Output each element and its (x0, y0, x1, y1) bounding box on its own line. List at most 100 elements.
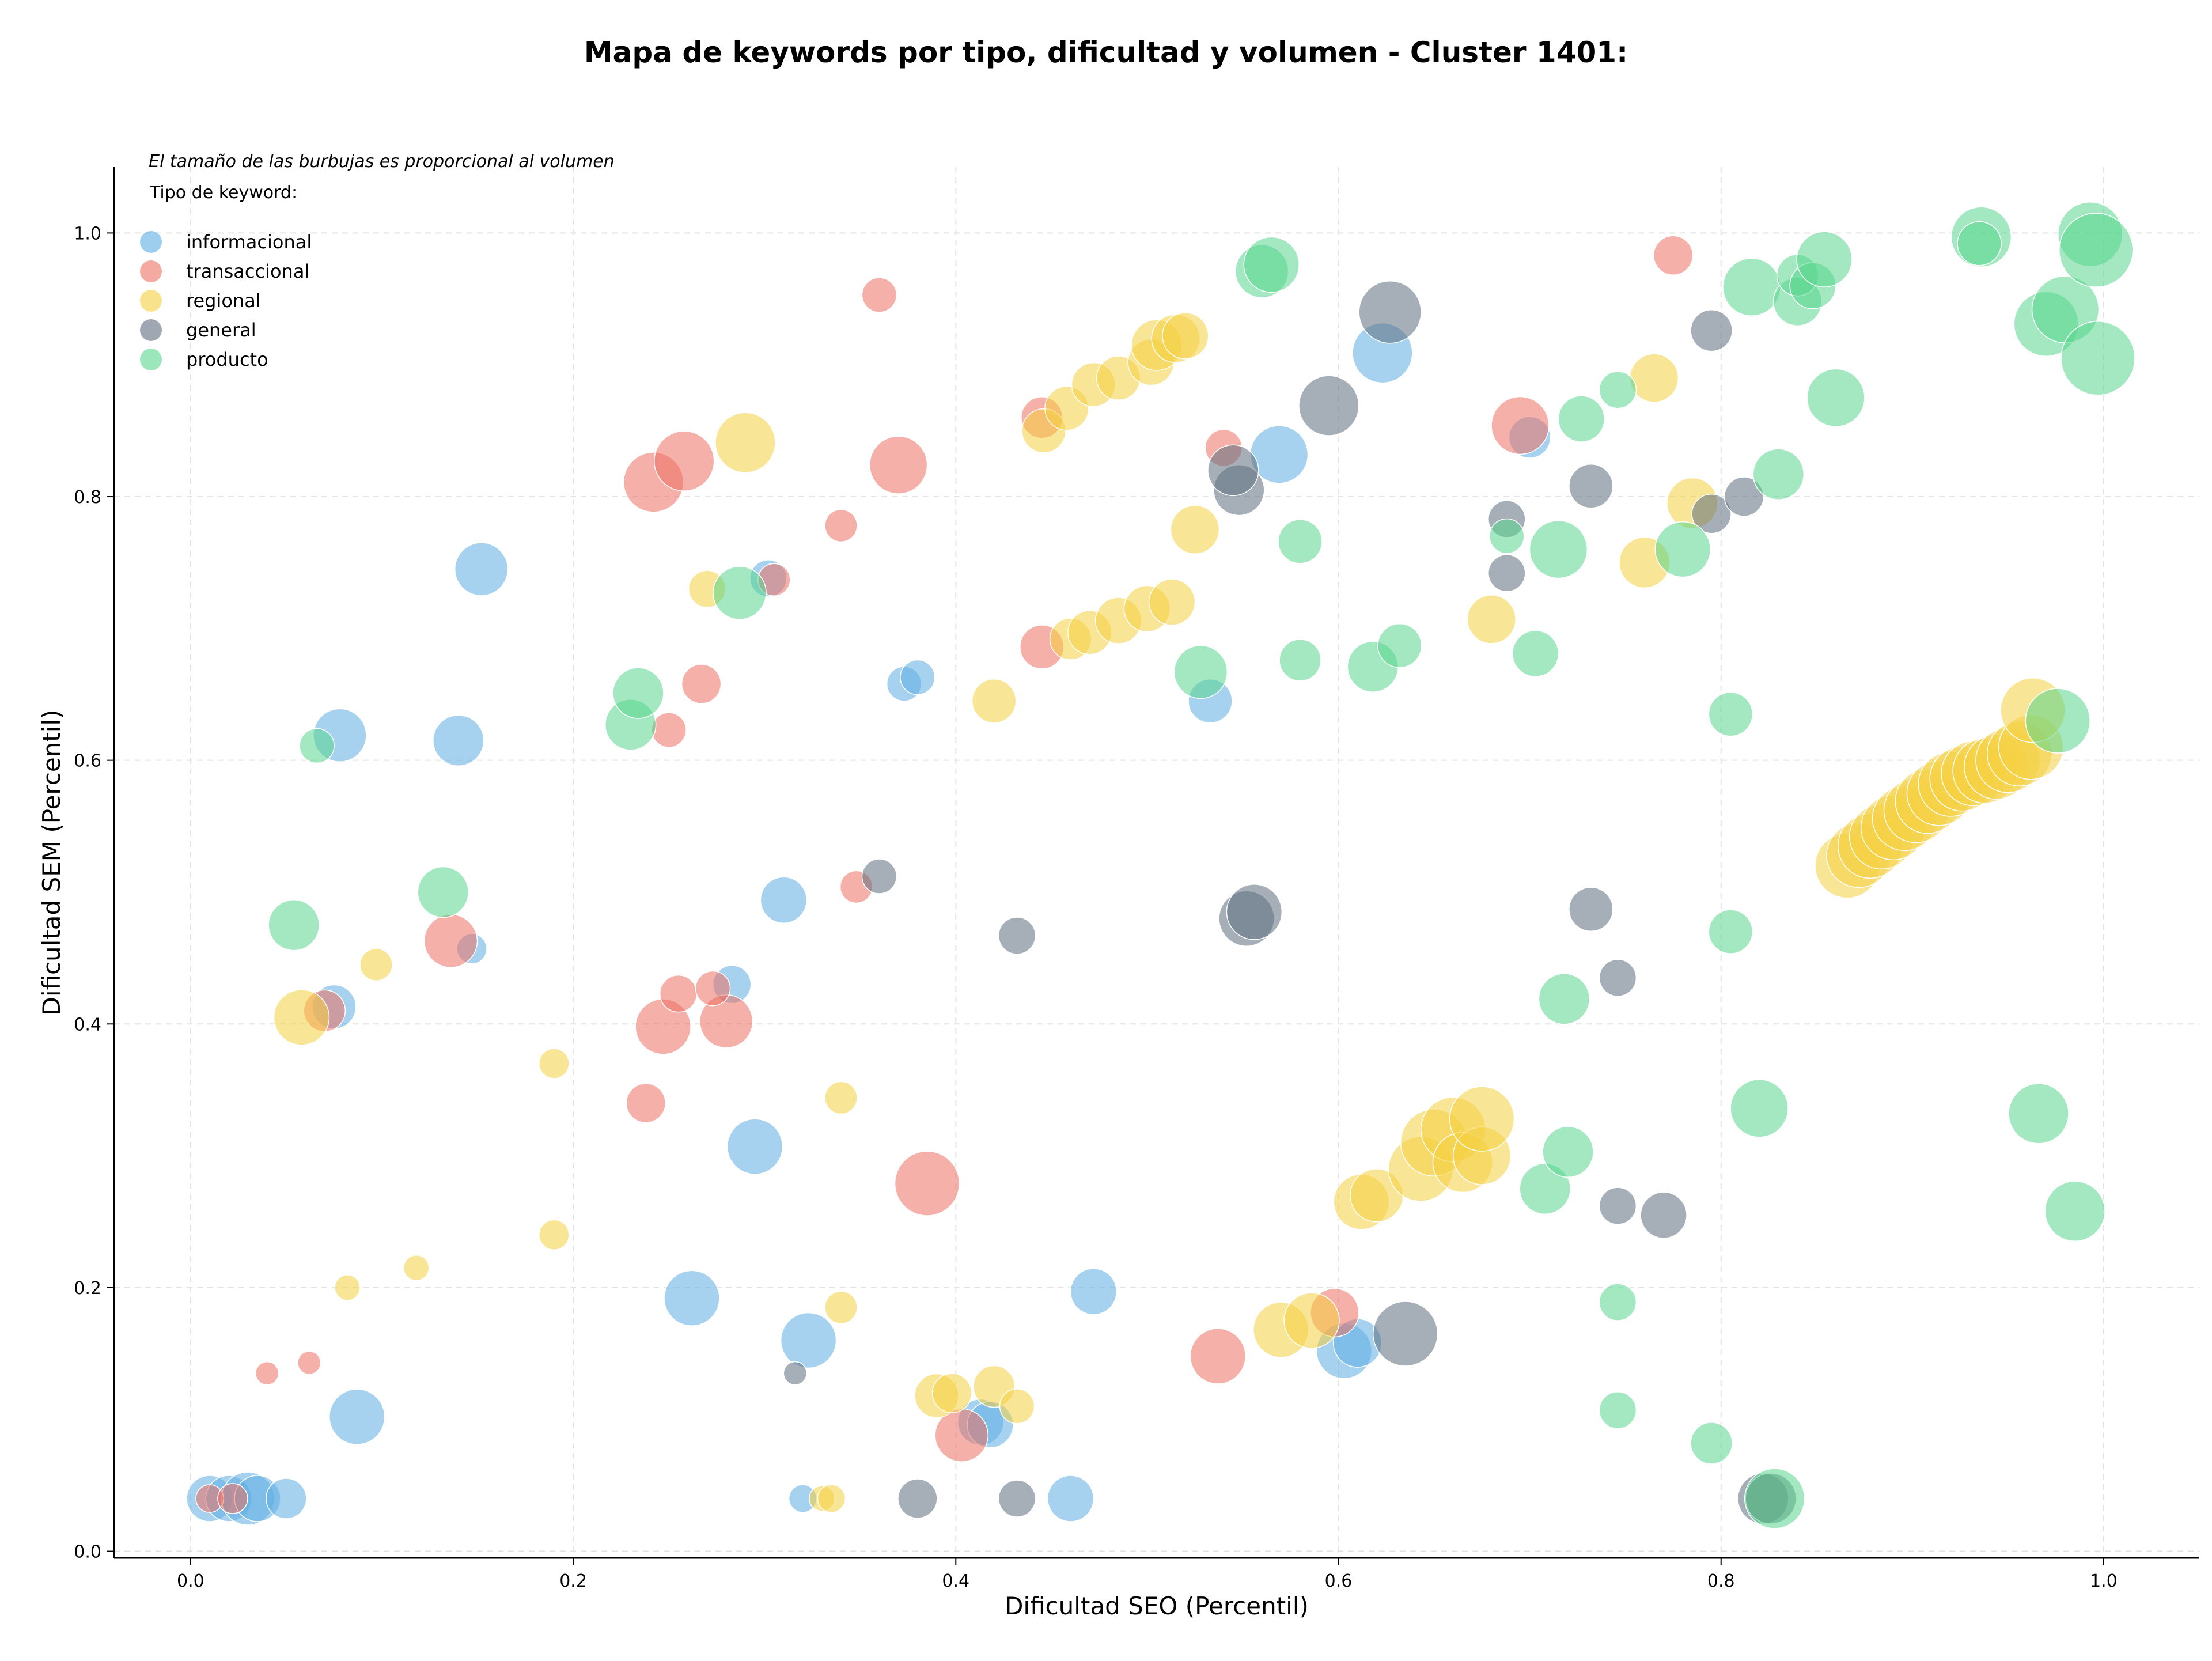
bubble-transaccional (255, 1361, 279, 1386)
bubble-informacional (433, 714, 484, 767)
y-tick-label: 1.0 (74, 224, 101, 244)
legend-item-transaccional: transaccional (140, 260, 309, 282)
axes-layer (113, 167, 2199, 1559)
bubble-transaccional (297, 1350, 321, 1375)
bubble-regional (999, 1388, 1035, 1424)
bubble-producto (2044, 1181, 2105, 1242)
bubble-producto (2058, 213, 2134, 287)
bubble-producto (1599, 1391, 1637, 1429)
bubble-producto (299, 728, 335, 764)
bubble-producto (268, 899, 320, 951)
bubble-producto (1796, 231, 1853, 287)
bubble-producto (1529, 520, 1588, 579)
bubble-general (1724, 476, 1764, 517)
y-tick-label: 0.6 (74, 751, 101, 771)
bubble-producto (1512, 630, 1559, 678)
bubble-regional (1629, 353, 1679, 403)
legend-swatch (140, 260, 162, 282)
bubble-producto (1558, 395, 1605, 442)
bubble-general (1358, 280, 1422, 344)
bubble-regional (359, 948, 393, 982)
bubble-producto (1708, 909, 1753, 954)
bubble-producto (1957, 221, 2002, 266)
bubble-general (1599, 959, 1637, 997)
bubble-transaccional (894, 1151, 960, 1216)
bubble-regional (1283, 1292, 1340, 1349)
series-informacional (186, 322, 1551, 1526)
bubble-general (1569, 463, 1613, 509)
bubble-general (897, 1478, 938, 1519)
bubble-regional (539, 1048, 570, 1079)
x-tick-label: 0.8 (1707, 1571, 1735, 1591)
legend-item-regional: regional (140, 290, 261, 312)
bubble-general (1691, 494, 1732, 534)
bubble-producto (1744, 1468, 1805, 1529)
bubble-producto (1654, 521, 1711, 578)
bubble-regional (1162, 312, 1209, 360)
series-producto (268, 201, 2135, 1529)
bubble-producto (1278, 519, 1323, 564)
bubble-general (783, 1361, 808, 1386)
bubble-general (1298, 375, 1359, 436)
bubble-transaccional (651, 712, 687, 748)
bubble-producto (1542, 1126, 1594, 1178)
x-tick-label: 0.4 (942, 1571, 969, 1591)
bubble-producto (2008, 1083, 2069, 1144)
bubble-informacional (760, 876, 808, 924)
series-general (783, 280, 1797, 1524)
bubble-regional (1148, 578, 1196, 626)
bubble-informacional (664, 1270, 720, 1326)
chart-title: Mapa de keywords por tipo, dificultad y … (584, 36, 1628, 69)
bubble-producto (1279, 639, 1321, 682)
bubble-informacional (329, 1388, 385, 1445)
bubble-transaccional (626, 1083, 666, 1123)
bubble-producto (1489, 518, 1525, 554)
legend-label: informacional (186, 231, 312, 253)
bubble-producto (417, 866, 469, 918)
bubble-informacional (780, 1312, 837, 1369)
legend-label: general (186, 319, 256, 341)
bubble-transaccional (1190, 1328, 1247, 1384)
legend-swatch (140, 319, 162, 341)
bubble-regional (403, 1254, 430, 1281)
bubble-transaccional (653, 430, 715, 492)
bubble-regional (817, 1484, 846, 1513)
bubble-transaccional (695, 970, 731, 1007)
bubble-producto (1806, 368, 1865, 427)
legend-swatch (140, 290, 162, 312)
bubble-regional (273, 989, 330, 1046)
bubble-regional (334, 1274, 361, 1301)
bubble-regional (824, 1291, 858, 1325)
bubble-regional (539, 1219, 570, 1251)
legend-item-general: general (140, 319, 256, 341)
bubble-informacional (1047, 1475, 1094, 1522)
bubble-producto (1690, 1422, 1733, 1465)
bubble-producto (1752, 448, 1805, 500)
bubble-general (998, 917, 1036, 955)
bubble-regional (1467, 595, 1516, 644)
bubble-transaccional (869, 436, 928, 494)
bubble-producto (2061, 321, 2135, 396)
bubble-general (998, 1480, 1036, 1518)
y-tick-label: 0.4 (74, 1015, 101, 1035)
bubble-regional (824, 1081, 858, 1115)
bubble-general (1372, 1301, 1438, 1367)
bubble-producto (1243, 236, 1300, 293)
bubble-transaccional (824, 509, 858, 543)
y-axis-label: Dificultad SEM (Percentil) (37, 710, 66, 1016)
bubble-size-note: El tamaño de las burbujas es proporciona… (149, 152, 615, 172)
tick-layer: 0.0 0.2 0.4 0.6 0.8 1.0 0.0 0.2 0.4 0.6 0.8 1.0 (74, 224, 2118, 1591)
bubble-informacional (266, 1478, 307, 1519)
bubble-general (1569, 887, 1613, 932)
bubble-transaccional (681, 664, 722, 704)
bubble-layer (186, 201, 2135, 1529)
y-tick-label: 0.0 (74, 1542, 101, 1562)
y-tick-label: 0.8 (74, 487, 101, 508)
bubble-regional (971, 678, 1017, 724)
x-tick-label: 0.6 (1325, 1571, 1353, 1591)
legend-item-producto: producto (140, 349, 268, 370)
bubble-transaccional (659, 974, 698, 1013)
bubble-informacional (454, 542, 509, 596)
bubble-producto (1722, 258, 1781, 316)
series-regional (273, 312, 2066, 1513)
